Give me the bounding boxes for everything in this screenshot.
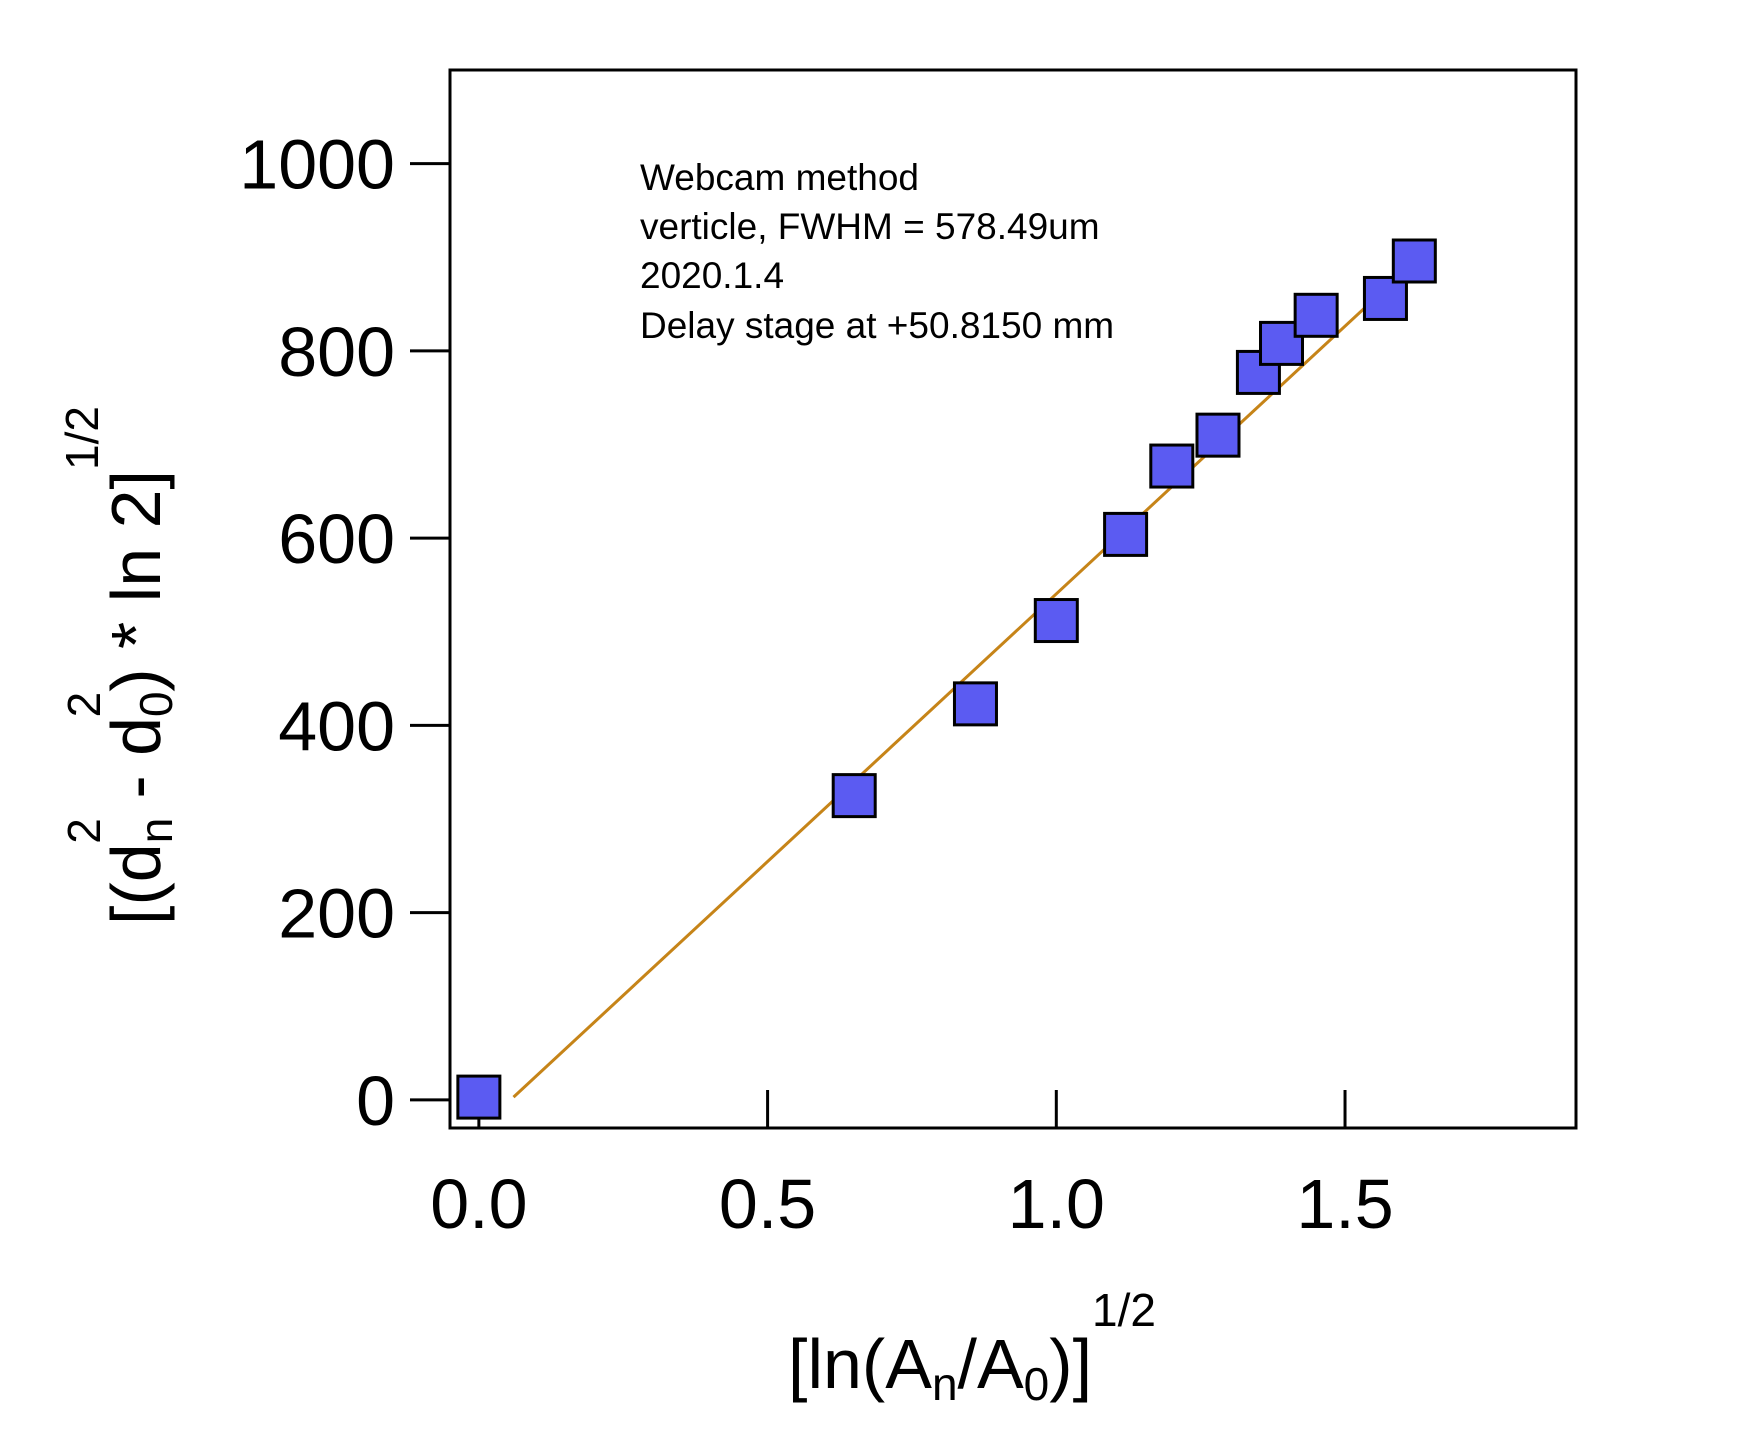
x-axis-ticks: 0.0 0.5 1.0 1.5 bbox=[430, 1090, 1394, 1243]
y-tick-label: 400 bbox=[278, 687, 395, 765]
x-tick-label: 1.5 bbox=[1296, 1165, 1393, 1243]
fit-line bbox=[512, 260, 1416, 1099]
annotation-line-3: 2020.1.4 bbox=[640, 255, 784, 296]
y-tick-label: 200 bbox=[278, 875, 395, 953]
data-point bbox=[1391, 238, 1437, 284]
y-tick-label: 0 bbox=[356, 1062, 395, 1140]
data-markers bbox=[456, 238, 1437, 1120]
data-point bbox=[1103, 511, 1149, 557]
y-tick-label: 600 bbox=[278, 500, 395, 578]
annotation-line-1: Webcam method bbox=[640, 157, 919, 198]
y-axis-ticks: 0 200 400 600 800 1000 bbox=[239, 126, 450, 1140]
data-point bbox=[1033, 598, 1079, 644]
y-tick-label: 1000 bbox=[239, 126, 395, 204]
y-axis-label: [(dn2 - d02) * ln 2]1/2 bbox=[56, 406, 182, 925]
data-point bbox=[1149, 443, 1195, 489]
x-tick-label: 1.0 bbox=[1008, 1165, 1105, 1243]
x-tick-label: 0.5 bbox=[719, 1165, 816, 1243]
data-point bbox=[1362, 275, 1408, 321]
x-tick-label: 0.0 bbox=[430, 1165, 527, 1243]
data-point bbox=[456, 1074, 502, 1120]
data-point bbox=[831, 773, 877, 819]
data-point bbox=[1195, 412, 1241, 458]
x-axis-label: [ln(An/A0)]1/2 bbox=[788, 1284, 1156, 1410]
data-point bbox=[1293, 292, 1339, 338]
data-point bbox=[952, 681, 998, 727]
plot-frame bbox=[448, 68, 1578, 1130]
y-tick-label: 800 bbox=[278, 313, 395, 391]
annotation-line-4: Delay stage at +50.8150 mm bbox=[640, 305, 1114, 346]
fit-line-layer bbox=[512, 260, 1416, 1099]
annotation-line-2: verticle, FWHM = 578.49um bbox=[640, 206, 1100, 247]
